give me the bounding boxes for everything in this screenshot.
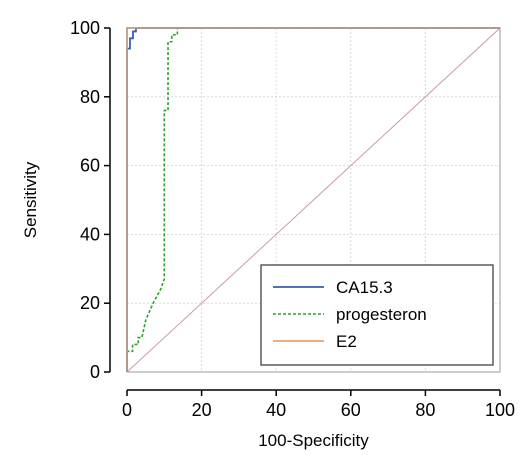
y-tick-label-4: 80 bbox=[80, 87, 100, 107]
x-tick-label-0: 0 bbox=[122, 400, 132, 420]
x-tick-labels: 0 20 40 60 80 100 bbox=[122, 400, 515, 420]
x-tick-label-2: 40 bbox=[266, 400, 286, 420]
y-tick-label-3: 60 bbox=[80, 156, 100, 176]
x-tick-label-4: 80 bbox=[415, 400, 435, 420]
y-tick-label-1: 20 bbox=[80, 293, 100, 313]
legend: CA15.3 progesteron E2 bbox=[260, 264, 494, 366]
plot-frame bbox=[126, 27, 501, 373]
series-line-progesteron bbox=[126, 27, 500, 372]
y-tick-label-2: 40 bbox=[80, 224, 100, 244]
y-tick-labels: 0 20 40 60 80 100 bbox=[70, 18, 100, 382]
legend-label-e2: E2 bbox=[336, 332, 357, 351]
y-tick-label-5: 100 bbox=[70, 18, 100, 38]
legend-label-ca15-3: CA15.3 bbox=[336, 278, 393, 297]
y-axis-title: Sensitivity bbox=[21, 161, 40, 238]
axes bbox=[104, 27, 501, 396]
legend-label-progesteron: progesteron bbox=[336, 305, 427, 324]
y-tick-label-0: 0 bbox=[90, 362, 100, 382]
series-line-ca15-3 bbox=[126, 27, 500, 372]
x-tick-label-3: 60 bbox=[341, 400, 361, 420]
x-tick-label-5: 100 bbox=[485, 400, 515, 420]
x-tick-label-1: 20 bbox=[192, 400, 212, 420]
x-axis-title: 100-Specificity bbox=[258, 431, 369, 450]
legend-box bbox=[260, 264, 494, 366]
diagonal-reference-line bbox=[126, 27, 501, 373]
